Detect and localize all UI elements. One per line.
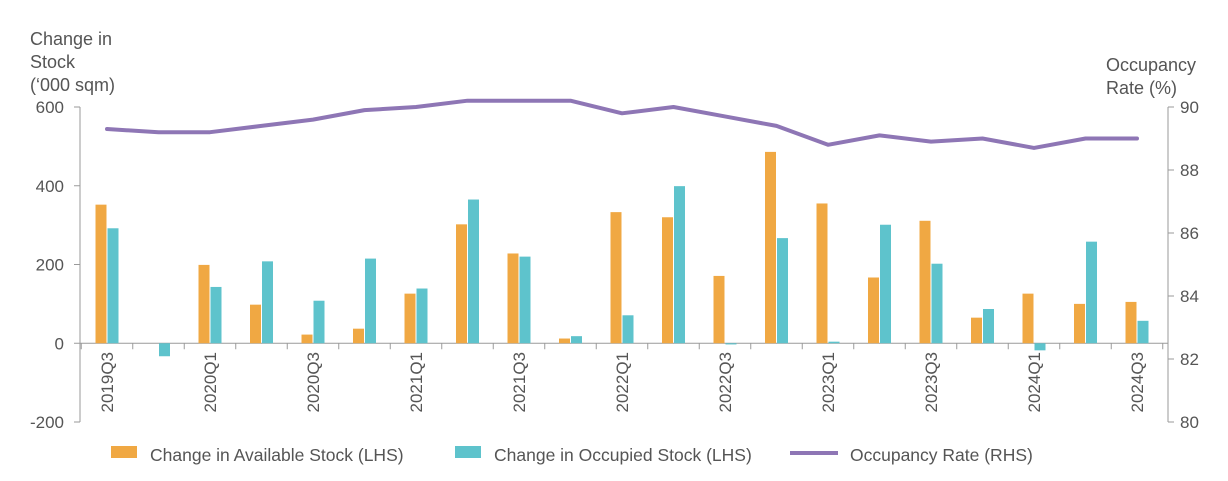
occupied-stock-bar xyxy=(210,286,222,344)
left-axis-title-line: Change in xyxy=(30,29,112,49)
available-stock-bar xyxy=(559,338,570,344)
available-stock-bar xyxy=(765,151,776,344)
legend-label: Change in Occupied Stock (LHS) xyxy=(494,445,752,465)
x-tick-label: 2023Q3 xyxy=(922,352,941,413)
left-tick-label: 400 xyxy=(36,177,64,196)
legend-label: Occupancy Rate (RHS) xyxy=(850,445,1033,465)
x-tick-label: 2021Q3 xyxy=(510,352,529,413)
occupied-stock-bar xyxy=(880,224,891,344)
left-axis-title: Change in Stock (‘000 sqm) xyxy=(30,29,115,95)
left-tick-label: 0 xyxy=(55,334,64,353)
occupied-stock-bar xyxy=(313,300,325,344)
available-stock-bar xyxy=(1125,301,1137,344)
occupied-stock-bar xyxy=(416,288,428,344)
legend-swatch xyxy=(111,446,137,458)
left-tick-label: 200 xyxy=(36,256,64,275)
available-stock-bar xyxy=(198,264,210,344)
occupied-stock-bar xyxy=(1034,343,1046,351)
available-stock-bar xyxy=(1022,293,1034,344)
available-stock-bar xyxy=(919,220,931,344)
x-tick-label: 2021Q1 xyxy=(407,352,426,413)
occupied-stock-bar xyxy=(468,199,479,344)
legend-swatch xyxy=(455,446,481,458)
occupied-stock-bar xyxy=(1137,320,1149,344)
available-stock-bar xyxy=(404,293,416,344)
x-tick-label: 2020Q1 xyxy=(201,352,220,413)
right-tick-label: 82 xyxy=(1180,350,1199,369)
available-stock-bar xyxy=(250,304,261,344)
right-tick-label: 90 xyxy=(1180,98,1199,117)
occupied-stock-bar xyxy=(159,343,170,357)
right-axis-title: Occupancy Rate (%) xyxy=(1106,55,1196,98)
x-tick-label: 2020Q3 xyxy=(304,352,323,413)
legend-label: Change in Available Stock (LHS) xyxy=(150,445,404,465)
occupied-stock-bar xyxy=(828,341,840,344)
available-stock-bar xyxy=(816,203,828,344)
occupied-stock-bar xyxy=(622,315,634,344)
available-stock-bar xyxy=(610,212,622,344)
occupied-stock-bar xyxy=(931,263,943,344)
x-tick-label: 2019Q3 xyxy=(98,352,117,413)
occupied-stock-bar xyxy=(519,256,531,344)
available-stock-bar xyxy=(713,275,725,344)
occupied-stock-bar xyxy=(983,308,994,344)
occupied-stock-bar xyxy=(262,261,273,344)
occupied-stock-bar xyxy=(1086,241,1097,344)
occupancy-rate-line xyxy=(105,98,1139,150)
legend: Change in Available Stock (LHS) Change in… xyxy=(111,445,1033,465)
right-tick-label: 84 xyxy=(1180,287,1199,306)
x-tick-labels: 2019Q3 2020Q1 2020Q3 2021Q1 2021Q3 2022Q1 2022… xyxy=(98,352,1147,413)
occupied-stock-bar xyxy=(777,238,788,344)
occupied-stock-bar xyxy=(725,343,737,345)
occupied-stock-bar xyxy=(674,186,685,344)
left-tick-label: 600 xyxy=(36,98,64,117)
occupied-stock-bar xyxy=(365,258,376,344)
right-tick-label: 86 xyxy=(1180,224,1199,243)
available-stock-bar xyxy=(507,253,519,344)
occupied-stock-bar xyxy=(107,228,119,344)
axes: -200 0 200 400 600 80 82 84 86 88 90 xyxy=(30,98,1199,432)
left-axis-title-line: (‘000 sqm) xyxy=(30,75,115,95)
right-axis-title-line: Rate (%) xyxy=(1106,78,1177,98)
available-stock-bar xyxy=(1074,303,1085,344)
left-axis-title-line: Stock xyxy=(30,52,76,72)
x-tick-label: 2024Q3 xyxy=(1128,352,1147,413)
x-tick-label: 2022Q1 xyxy=(613,352,632,413)
right-tick-label: 80 xyxy=(1180,413,1199,432)
occupancy-line xyxy=(105,98,1139,150)
occupied-stock-bar xyxy=(571,336,582,344)
x-tick-label: 2023Q1 xyxy=(819,352,838,413)
right-tick-label: 88 xyxy=(1180,161,1199,180)
available-stock-bar xyxy=(662,217,673,344)
available-stock-bar xyxy=(456,224,467,344)
available-stock-bar xyxy=(353,328,364,344)
x-tick-label: 2024Q1 xyxy=(1025,352,1044,413)
right-axis-title-line: Occupancy xyxy=(1106,55,1196,75)
bars xyxy=(95,151,1149,357)
x-tick-label: 2022Q3 xyxy=(716,352,735,413)
left-tick-label: -200 xyxy=(30,413,64,432)
available-stock-bar xyxy=(95,204,107,344)
available-stock-bar xyxy=(301,334,313,344)
available-stock-bar xyxy=(971,317,982,344)
available-stock-bar xyxy=(868,277,879,344)
